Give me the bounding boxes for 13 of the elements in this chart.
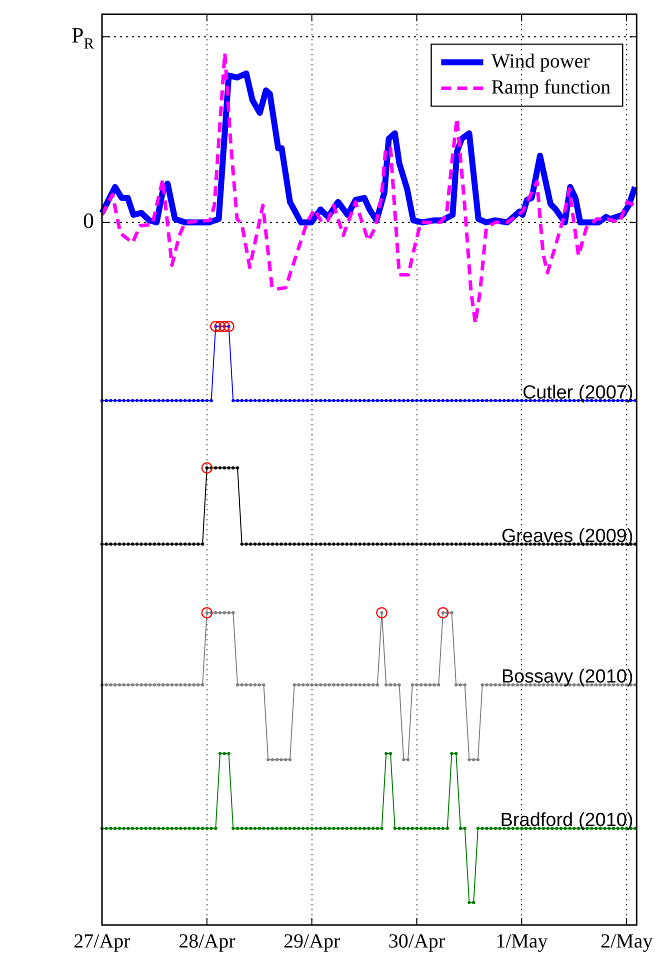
x-tick-label: 30/Apr: [388, 930, 446, 952]
x-tick-label: 29/Apr: [284, 930, 340, 952]
series-label: Greaves (2009): [501, 526, 634, 547]
series-label: Cutler (2007): [522, 382, 634, 404]
x-tick-label: 2/May: [600, 930, 653, 952]
series-label: Bradford (2010): [500, 810, 634, 832]
ref-line-label: 0: [83, 208, 94, 234]
legend-label: Ramp function: [491, 76, 611, 98]
x-tick-label: 27/Apr: [74, 930, 131, 952]
legend-label: Wind power: [491, 50, 590, 72]
x-tick-label: 28/Apr: [178, 930, 236, 952]
series-label: Bossavy (2010): [501, 666, 634, 688]
x-tick-label: 1/May: [496, 930, 548, 952]
